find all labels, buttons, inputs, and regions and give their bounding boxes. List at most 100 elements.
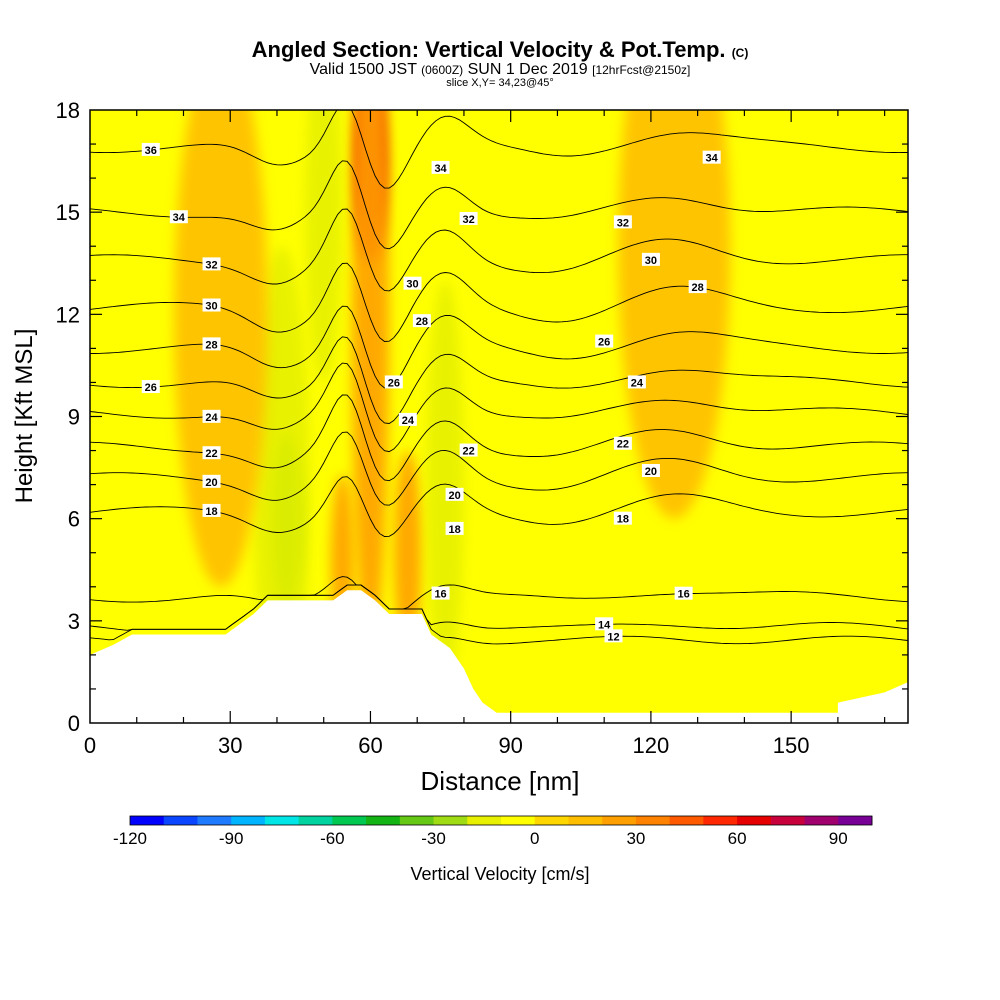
colorbar-tick-label: 30 bbox=[626, 829, 645, 848]
contour-label: 26 bbox=[595, 334, 614, 349]
contour-label: 20 bbox=[202, 474, 221, 489]
colorbar-swatch bbox=[669, 816, 704, 825]
colorbar-swatch bbox=[635, 816, 671, 825]
colorbar-tick-label: -60 bbox=[320, 829, 345, 848]
contour-label: 22 bbox=[613, 436, 632, 451]
x-tick-label: 30 bbox=[218, 733, 242, 758]
velocity-field bbox=[174, 110, 731, 723]
contour-label-text: 30 bbox=[645, 255, 657, 267]
contour-label-text: 16 bbox=[678, 589, 690, 601]
chart-title: Angled Section: Vertical Velocity & Pot.… bbox=[251, 37, 749, 62]
colorbar-tick-label: -120 bbox=[113, 829, 147, 848]
contour-label-box bbox=[398, 412, 417, 426]
colorbar-swatch bbox=[197, 816, 232, 825]
colorbar-swatch bbox=[231, 816, 266, 825]
slice-label: slice X,Y= 34,23@45° bbox=[446, 77, 554, 89]
colorbar-swatch bbox=[501, 816, 536, 825]
contour-label-box bbox=[641, 463, 660, 477]
isentrope-24 bbox=[90, 362, 908, 453]
isentrope-36 bbox=[90, 110, 908, 189]
colorbar-swatch bbox=[366, 816, 401, 825]
colorbar-swatch bbox=[163, 816, 198, 825]
contour-label-text: 28 bbox=[692, 282, 704, 294]
contour-label-box bbox=[431, 160, 450, 174]
colorbar-swatch bbox=[838, 816, 873, 825]
x-tick-label: 0 bbox=[84, 733, 96, 758]
contour-label-text: 30 bbox=[406, 279, 418, 291]
contour-label: 24 bbox=[398, 412, 417, 427]
contour-label-box bbox=[141, 142, 160, 156]
y-tick-label: 18 bbox=[56, 98, 80, 123]
contour-label-box bbox=[202, 298, 221, 312]
contour-label-box bbox=[702, 150, 721, 164]
contour-label: 34 bbox=[169, 210, 188, 224]
isentrope-34 bbox=[90, 160, 908, 250]
velocity-cell-6 bbox=[426, 280, 464, 689]
contour-label-text: 32 bbox=[462, 214, 474, 226]
isentrope-lines bbox=[90, 110, 908, 645]
contour-label-box bbox=[141, 380, 160, 394]
velocity-cell-8 bbox=[618, 110, 731, 519]
contour-label-text: 18 bbox=[205, 506, 217, 518]
isentrope-32 bbox=[90, 208, 908, 292]
y-tick-label: 9 bbox=[68, 405, 80, 430]
contour-label-box bbox=[445, 487, 464, 501]
contour-label: 32 bbox=[613, 215, 632, 229]
isentrope-16 bbox=[90, 576, 908, 610]
colorbar-swatch bbox=[804, 816, 839, 825]
contour-label-box bbox=[688, 280, 707, 294]
isentrope-14 bbox=[90, 584, 908, 631]
x-tick-label: 60 bbox=[358, 733, 382, 758]
contour-label: 22 bbox=[459, 443, 478, 458]
contour-label-text: 28 bbox=[205, 339, 217, 351]
contour-label-text: 32 bbox=[205, 259, 217, 271]
colorbar-swatch bbox=[433, 816, 468, 825]
contour-label: 30 bbox=[403, 276, 422, 291]
contour-label-box bbox=[403, 276, 422, 290]
contour-label-text: 36 bbox=[145, 145, 157, 157]
contour-label-box bbox=[202, 409, 221, 423]
y-tick-label: 15 bbox=[56, 200, 80, 225]
x-axis-title: Distance [nm] bbox=[421, 766, 580, 796]
contour-label-box bbox=[169, 210, 188, 224]
contour-label: 18 bbox=[445, 521, 464, 536]
colorbar-swatch bbox=[737, 816, 772, 825]
contour-label-box bbox=[613, 511, 632, 525]
y-axis-title: Height [Kft MSL] bbox=[11, 329, 38, 504]
isentrope-22 bbox=[90, 394, 908, 482]
colorbar: -120 -90 -60 -30 0 30 60 90 bbox=[113, 815, 873, 848]
contour-label-box bbox=[202, 337, 221, 351]
contour-label-text: 34 bbox=[173, 212, 186, 224]
contour-label-text: 26 bbox=[598, 337, 610, 349]
contour-label-text: 20 bbox=[205, 477, 217, 489]
contour-label: 16 bbox=[674, 586, 693, 601]
contour-label: 22 bbox=[202, 446, 221, 460]
contour-label-text: 16 bbox=[434, 589, 446, 601]
contour-label: 20 bbox=[445, 487, 464, 502]
contour-label: 16 bbox=[431, 586, 450, 601]
contour-label: 24 bbox=[202, 409, 221, 424]
contour-label-box bbox=[202, 474, 221, 488]
contour-label-text: 26 bbox=[145, 382, 157, 394]
contour-label-text: 20 bbox=[448, 490, 460, 502]
isentrope-18 bbox=[90, 476, 908, 537]
contour-label-text: 34 bbox=[434, 163, 447, 175]
isentrope-20 bbox=[90, 431, 908, 506]
colorbar-swatch bbox=[399, 816, 434, 825]
contour-label: 32 bbox=[202, 257, 221, 271]
contour-label-box bbox=[604, 629, 623, 643]
colorbar-tick-label: 90 bbox=[829, 829, 848, 848]
contour-label-box bbox=[384, 375, 403, 389]
contour-label-box bbox=[641, 252, 660, 266]
contour-label-box bbox=[445, 521, 464, 535]
contour-label: 36 bbox=[141, 142, 160, 157]
contour-label: 30 bbox=[202, 298, 221, 313]
isentrope-28 bbox=[90, 305, 908, 389]
contour-label: 18 bbox=[613, 511, 632, 526]
chart-subtitle: Valid 1500 JST (0600Z) SUN 1 Dec 2019 [1… bbox=[309, 61, 691, 78]
contour-label: 24 bbox=[627, 375, 646, 389]
velocity-cell-2 bbox=[393, 450, 422, 655]
contour-label-text: 28 bbox=[416, 316, 428, 328]
